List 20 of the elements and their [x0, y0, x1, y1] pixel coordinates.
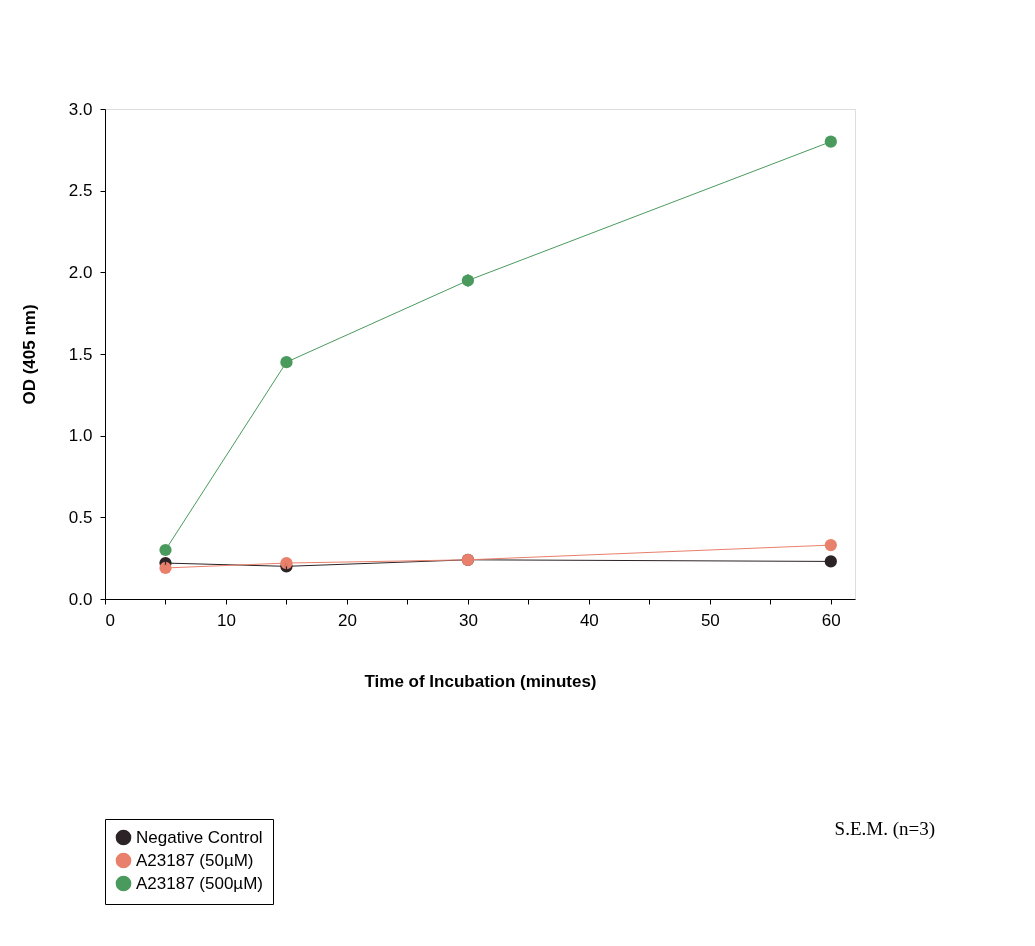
- y-tick-label: 3.0: [68, 99, 93, 119]
- legend-label: Negative Control: [136, 827, 263, 847]
- x-tick-label: 40: [579, 610, 599, 630]
- text: S.E.M. (n=3): [834, 818, 935, 840]
- y-tick-label: 1.0: [68, 426, 93, 446]
- x-tick-label: 20: [337, 610, 357, 630]
- x-axis-title: Time of Incubation (minutes): [364, 671, 597, 691]
- y-tick-label: 1.5: [68, 344, 93, 364]
- x-tick-label: 50: [700, 610, 720, 630]
- y-tick-label: 0.0: [68, 589, 93, 609]
- x-tick-label: 60: [821, 610, 841, 630]
- y-tick-label: 2.5: [68, 181, 93, 201]
- legend-label: A23187 (50µM): [136, 850, 254, 870]
- x-tick-label: 30: [458, 610, 478, 630]
- y-axis-title: OD (405 nm): [19, 304, 39, 405]
- legend-label: A23187 (500µM): [136, 873, 263, 893]
- y-tick-label: 2.0: [68, 262, 93, 282]
- x-tick-label: 10: [217, 610, 236, 630]
- x-tick-label: 0: [105, 610, 115, 630]
- y-tick-label: 0.5: [68, 507, 93, 527]
